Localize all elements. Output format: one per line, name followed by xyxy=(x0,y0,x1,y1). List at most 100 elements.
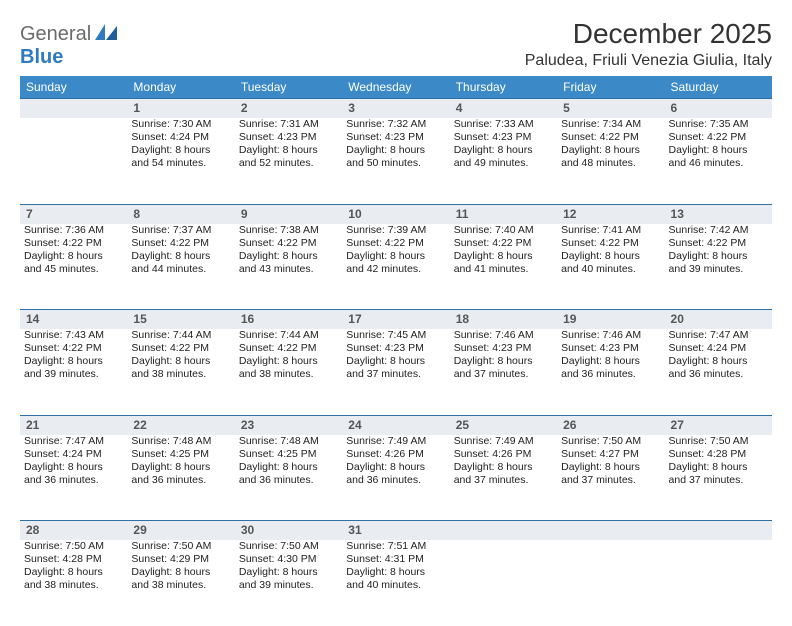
day-number xyxy=(20,99,127,119)
day-cell: Sunrise: 7:33 AMSunset: 4:23 PMDaylight:… xyxy=(450,118,557,204)
sunrise-text: Sunrise: 7:44 AM xyxy=(131,329,230,342)
calendar-page: General Blue December 2025 Paludea, Friu… xyxy=(0,0,792,626)
day-header-row: Sunday Monday Tuesday Wednesday Thursday… xyxy=(20,76,772,99)
day-number: 28 xyxy=(20,521,127,541)
day2-text: and 37 minutes. xyxy=(669,474,768,487)
sunrise-text: Sunrise: 7:42 AM xyxy=(669,224,768,237)
header: General Blue December 2025 Paludea, Friu… xyxy=(20,18,772,70)
day1-text: Daylight: 8 hours xyxy=(131,250,230,263)
day-header: Tuesday xyxy=(235,76,342,99)
day-cell: Sunrise: 7:44 AMSunset: 4:22 PMDaylight:… xyxy=(127,329,234,415)
day-cell: Sunrise: 7:30 AMSunset: 4:24 PMDaylight:… xyxy=(127,118,234,204)
day-number: 13 xyxy=(665,204,772,224)
day2-text: and 54 minutes. xyxy=(131,157,230,170)
day1-text: Daylight: 8 hours xyxy=(561,355,660,368)
day-number-row: 14151617181920 xyxy=(20,310,772,330)
day-cell: Sunrise: 7:49 AMSunset: 4:26 PMDaylight:… xyxy=(342,435,449,521)
day1-text: Daylight: 8 hours xyxy=(669,144,768,157)
sunset-text: Sunset: 4:22 PM xyxy=(454,237,553,250)
day-number: 24 xyxy=(342,415,449,435)
sunset-text: Sunset: 4:28 PM xyxy=(24,553,123,566)
day-cell: Sunrise: 7:43 AMSunset: 4:22 PMDaylight:… xyxy=(20,329,127,415)
logo-text-general: General xyxy=(20,23,91,45)
day1-text: Daylight: 8 hours xyxy=(454,250,553,263)
day-number: 2 xyxy=(235,99,342,119)
day-number: 16 xyxy=(235,310,342,330)
sunset-text: Sunset: 4:22 PM xyxy=(346,237,445,250)
day-number xyxy=(450,521,557,541)
sunrise-text: Sunrise: 7:47 AM xyxy=(24,435,123,448)
sunset-text: Sunset: 4:25 PM xyxy=(239,448,338,461)
day1-text: Daylight: 8 hours xyxy=(346,355,445,368)
logo-text-blue: Blue xyxy=(20,46,63,68)
sunset-text: Sunset: 4:23 PM xyxy=(561,342,660,355)
day2-text: and 52 minutes. xyxy=(239,157,338,170)
calendar-table: Sunday Monday Tuesday Wednesday Thursday… xyxy=(20,76,772,626)
day2-text: and 45 minutes. xyxy=(24,263,123,276)
sunset-text: Sunset: 4:22 PM xyxy=(561,237,660,250)
day2-text: and 36 minutes. xyxy=(561,368,660,381)
day-cell: Sunrise: 7:45 AMSunset: 4:23 PMDaylight:… xyxy=(342,329,449,415)
day-number: 11 xyxy=(450,204,557,224)
sunset-text: Sunset: 4:22 PM xyxy=(669,131,768,144)
day-cell xyxy=(557,540,664,626)
title-block: December 2025 Paludea, Friuli Venezia Gi… xyxy=(525,18,772,70)
sunset-text: Sunset: 4:22 PM xyxy=(131,342,230,355)
sunrise-text: Sunrise: 7:46 AM xyxy=(454,329,553,342)
day2-text: and 38 minutes. xyxy=(239,368,338,381)
day-number: 9 xyxy=(235,204,342,224)
location-label: Paludea, Friuli Venezia Giulia, Italy xyxy=(525,52,772,70)
day-number xyxy=(665,521,772,541)
day-cell: Sunrise: 7:47 AMSunset: 4:24 PMDaylight:… xyxy=(665,329,772,415)
day2-text: and 38 minutes. xyxy=(131,579,230,592)
day2-text: and 40 minutes. xyxy=(561,263,660,276)
sunset-text: Sunset: 4:22 PM xyxy=(131,237,230,250)
sunset-text: Sunset: 4:23 PM xyxy=(454,131,553,144)
day2-text: and 36 minutes. xyxy=(24,474,123,487)
day-number: 18 xyxy=(450,310,557,330)
day-cell: Sunrise: 7:47 AMSunset: 4:24 PMDaylight:… xyxy=(20,435,127,521)
sunset-text: Sunset: 4:22 PM xyxy=(561,131,660,144)
sunrise-text: Sunrise: 7:50 AM xyxy=(239,540,338,553)
day1-text: Daylight: 8 hours xyxy=(131,566,230,579)
day1-text: Daylight: 8 hours xyxy=(669,250,768,263)
day2-text: and 42 minutes. xyxy=(346,263,445,276)
day-cell: Sunrise: 7:51 AMSunset: 4:31 PMDaylight:… xyxy=(342,540,449,626)
day-number: 12 xyxy=(557,204,664,224)
sunrise-text: Sunrise: 7:50 AM xyxy=(669,435,768,448)
day-number: 6 xyxy=(665,99,772,119)
sunset-text: Sunset: 4:25 PM xyxy=(131,448,230,461)
sunrise-text: Sunrise: 7:44 AM xyxy=(239,329,338,342)
day-cell: Sunrise: 7:49 AMSunset: 4:26 PMDaylight:… xyxy=(450,435,557,521)
sunset-text: Sunset: 4:28 PM xyxy=(669,448,768,461)
sunset-text: Sunset: 4:24 PM xyxy=(669,342,768,355)
sunset-text: Sunset: 4:30 PM xyxy=(239,553,338,566)
day1-text: Daylight: 8 hours xyxy=(454,355,553,368)
day1-text: Daylight: 8 hours xyxy=(346,566,445,579)
day-number: 17 xyxy=(342,310,449,330)
day-number: 4 xyxy=(450,99,557,119)
day1-text: Daylight: 8 hours xyxy=(669,461,768,474)
sunrise-text: Sunrise: 7:36 AM xyxy=(24,224,123,237)
day-number: 14 xyxy=(20,310,127,330)
sunrise-text: Sunrise: 7:50 AM xyxy=(561,435,660,448)
sunrise-text: Sunrise: 7:37 AM xyxy=(131,224,230,237)
day1-text: Daylight: 8 hours xyxy=(131,461,230,474)
day-number: 25 xyxy=(450,415,557,435)
sunrise-text: Sunrise: 7:32 AM xyxy=(346,118,445,131)
day1-text: Daylight: 8 hours xyxy=(24,461,123,474)
day-cell: Sunrise: 7:48 AMSunset: 4:25 PMDaylight:… xyxy=(235,435,342,521)
day-number xyxy=(557,521,664,541)
day-cell xyxy=(450,540,557,626)
sunset-text: Sunset: 4:26 PM xyxy=(454,448,553,461)
day-content-row: Sunrise: 7:30 AMSunset: 4:24 PMDaylight:… xyxy=(20,118,772,204)
day-number-row: 123456 xyxy=(20,99,772,119)
sunset-text: Sunset: 4:29 PM xyxy=(131,553,230,566)
day-cell: Sunrise: 7:50 AMSunset: 4:28 PMDaylight:… xyxy=(20,540,127,626)
day-number: 7 xyxy=(20,204,127,224)
day2-text: and 39 minutes. xyxy=(669,263,768,276)
day-number: 19 xyxy=(557,310,664,330)
day-number: 26 xyxy=(557,415,664,435)
sunrise-text: Sunrise: 7:39 AM xyxy=(346,224,445,237)
day1-text: Daylight: 8 hours xyxy=(131,355,230,368)
